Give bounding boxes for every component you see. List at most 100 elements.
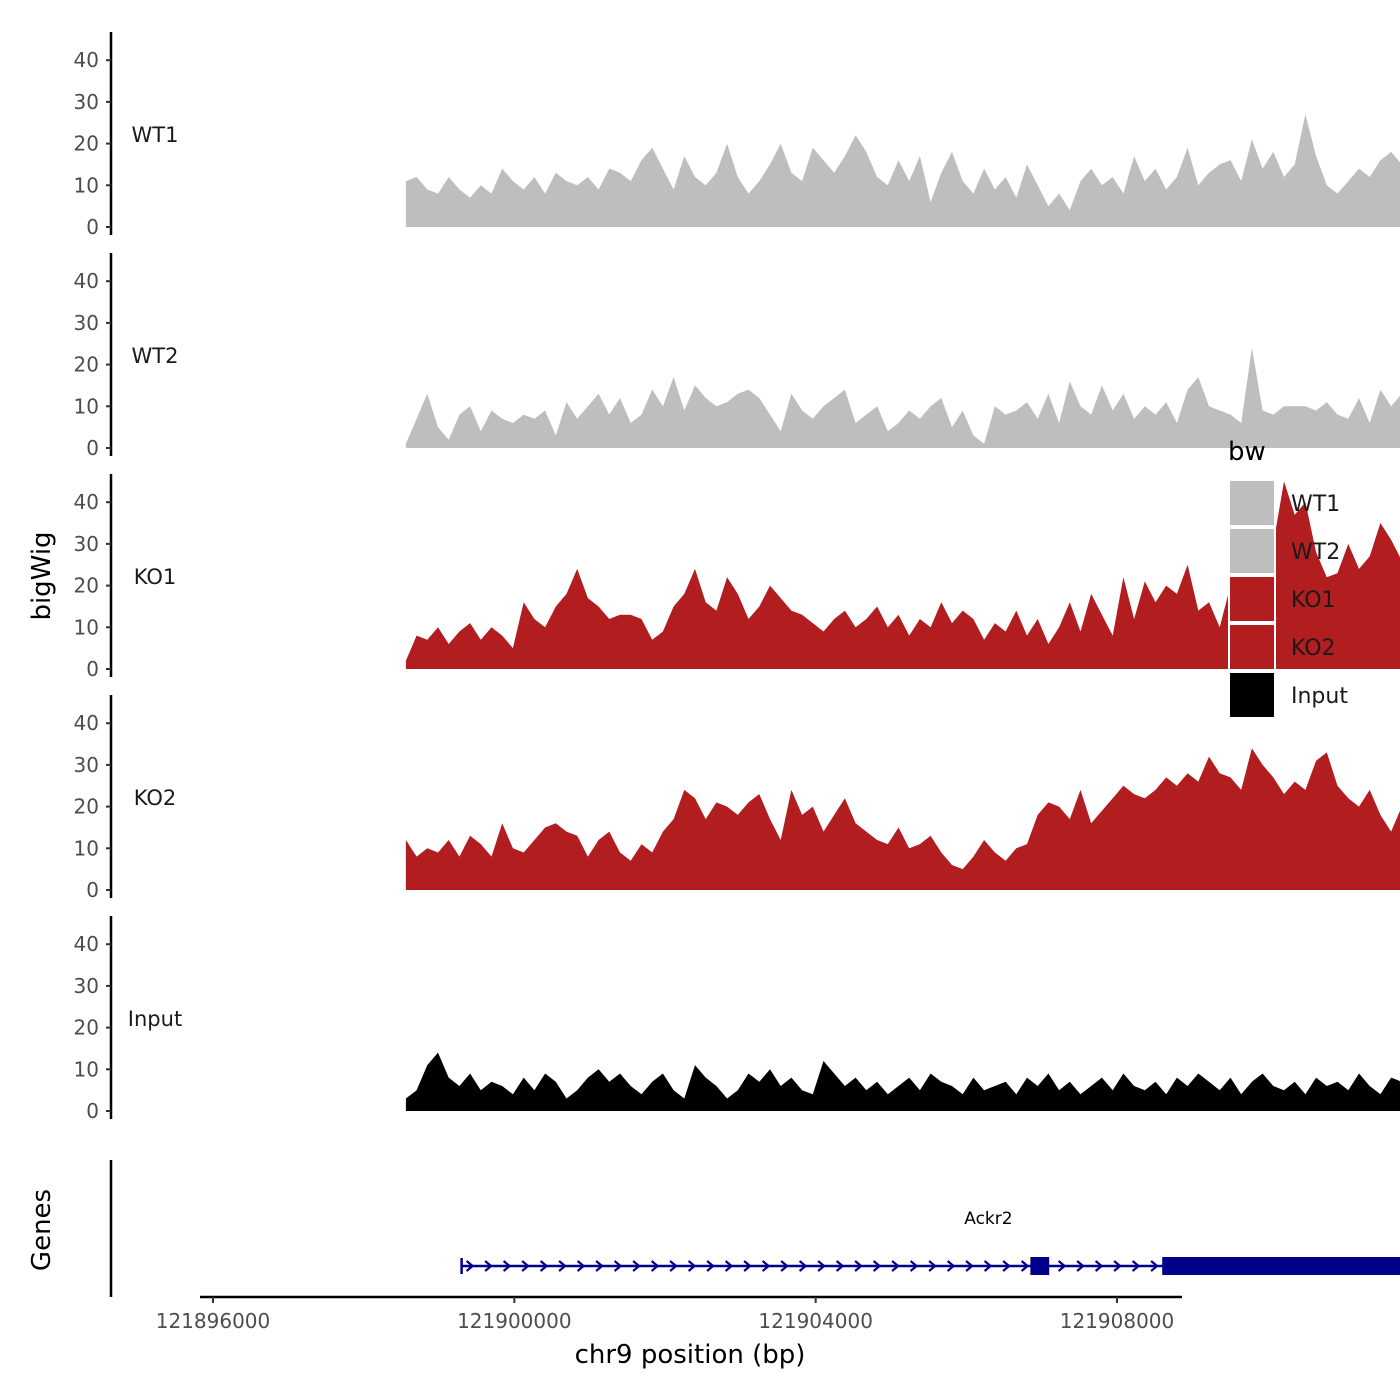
legend-swatch: [1228, 479, 1276, 527]
x-axis: 121896000 121900000 121904000 121908000: [156, 1295, 1182, 1333]
legend-label: Input: [1291, 684, 1348, 709]
strand-arrow: [1150, 1260, 1159, 1272]
legend-swatch: [1228, 575, 1276, 623]
strand-arrow: [558, 1260, 567, 1272]
strand-arrow: [595, 1260, 604, 1272]
legend-label: KO2: [1291, 636, 1336, 661]
x-tick-label: 121896000: [156, 1309, 271, 1333]
track-wt1: 0 10 20 30 40 WT1: [74, 32, 1400, 239]
strand-arrow: [632, 1260, 641, 1272]
legend-label: WT2: [1291, 540, 1340, 565]
strand-arrow: [965, 1260, 974, 1272]
y-tick-label: 10: [74, 836, 99, 860]
strand-arrow: [854, 1260, 863, 1272]
y-tick-label: 30: [74, 974, 99, 998]
track-label: KO2: [134, 786, 177, 810]
track-wt2: 0 10 20 30 40 WT2: [74, 253, 1400, 460]
legend: bw WT1 WT2 KO1 KO2 Input: [1228, 437, 1348, 719]
strand-arrow: [1057, 1260, 1067, 1272]
track-ko2: 0 10 20 30 40 KO2: [74, 695, 1400, 902]
y-tick-label: 40: [74, 711, 99, 735]
strand-arrow: [798, 1260, 808, 1272]
strand-arrow: [928, 1260, 937, 1272]
y-tick-label: 30: [74, 753, 99, 777]
y-tick-label: 40: [74, 48, 99, 72]
y-tick-label: 20: [74, 353, 99, 377]
strand-arrow: [891, 1260, 900, 1272]
strand-arrow: [724, 1260, 734, 1272]
genes-axis-title: Genes: [27, 1189, 57, 1271]
strand-arrow: [817, 1260, 826, 1272]
strand-arrow: [743, 1260, 752, 1272]
track-label: WT1: [132, 123, 179, 147]
coverage-area-wt1: [405, 114, 1400, 227]
y-tick-label: 40: [74, 932, 99, 956]
legend-item-wt1: WT1: [1228, 479, 1340, 527]
strand-arrow: [1094, 1260, 1104, 1272]
y-tick-label: 30: [74, 90, 99, 114]
strand-arrow: [1113, 1260, 1122, 1272]
strand-arrow: [909, 1260, 919, 1272]
track-label: WT2: [132, 344, 179, 368]
legend-item-ko1: KO1: [1228, 575, 1336, 623]
strand-arrow: [1131, 1260, 1141, 1272]
y-tick-label: 20: [74, 132, 99, 156]
y-tick-label: 40: [74, 490, 99, 514]
y-tick-label: 20: [74, 795, 99, 819]
legend-item-input: Input: [1228, 671, 1348, 719]
strand-arrow: [946, 1260, 956, 1272]
coverage-area-ko2: [405, 748, 1400, 890]
strand-arrow: [669, 1260, 678, 1272]
track-ko1: 0 10 20 30 40 KO1: [74, 474, 1400, 681]
y-tick-label: 0: [86, 436, 99, 460]
strand-arrow: [1002, 1260, 1011, 1272]
gene-exon-2: [1162, 1257, 1400, 1275]
strand-arrow: [1020, 1260, 1030, 1272]
track-input: 0 10 20 30 40 Input: [74, 916, 1400, 1123]
coverage-area-wt2: [405, 347, 1400, 448]
strand-arrow: [835, 1260, 845, 1272]
strand-arrow: [983, 1260, 993, 1272]
legend-item-ko2: KO2: [1228, 623, 1336, 671]
x-tick-label: 121900000: [457, 1309, 572, 1333]
coverage-area-ko1: [405, 481, 1400, 669]
gene-name-label: Ackr2: [964, 1209, 1012, 1229]
y-tick-label: 30: [74, 311, 99, 335]
bigwig-tracks: 0 10 20 30 40 WT1 0 10 20 30 40 WT2 0 10 20 30 40 KO1 0 10 2…: [74, 32, 1400, 1123]
y-tick-label: 10: [74, 394, 99, 418]
strand-arrow: [706, 1260, 715, 1272]
strand-arrow: [780, 1260, 789, 1272]
y-tick-label: 0: [86, 878, 99, 902]
coverage-area-input: [405, 1052, 1400, 1111]
gene-exon-1: [1030, 1257, 1050, 1275]
y-tick-label: 40: [74, 269, 99, 293]
x-tick-label: 121908000: [1060, 1309, 1175, 1333]
strand-arrow: [872, 1260, 882, 1272]
y-tick-label: 10: [74, 173, 99, 197]
y-tick-label: 0: [86, 215, 99, 239]
genes-panel: Ackr2: [109, 1160, 1400, 1297]
y-tick-label: 0: [86, 1099, 99, 1123]
legend-swatch: [1228, 623, 1276, 671]
x-tick-label: 121904000: [758, 1309, 873, 1333]
strand-arrow: [576, 1260, 586, 1272]
y-tick-label: 20: [74, 574, 99, 598]
y-tick-label: 10: [74, 615, 99, 639]
legend-label: KO1: [1291, 588, 1336, 613]
strand-arrow: [650, 1260, 660, 1272]
strand-arrow: [465, 1260, 475, 1272]
legend-title: bw: [1228, 437, 1266, 467]
track-label: KO1: [134, 565, 177, 589]
legend-item-wt2: WT2: [1228, 527, 1340, 575]
y-tick-label: 30: [74, 532, 99, 556]
strand-arrow: [539, 1260, 549, 1272]
y-tick-label: 10: [74, 1057, 99, 1081]
y-tick-label: 0: [86, 657, 99, 681]
strand-arrow: [1076, 1260, 1085, 1272]
strand-arrow: [484, 1260, 493, 1272]
legend-label: WT1: [1291, 492, 1340, 517]
strand-arrow: [521, 1260, 530, 1272]
strand-arrow: [687, 1260, 697, 1272]
y-axis-title: bigWig: [27, 531, 57, 620]
